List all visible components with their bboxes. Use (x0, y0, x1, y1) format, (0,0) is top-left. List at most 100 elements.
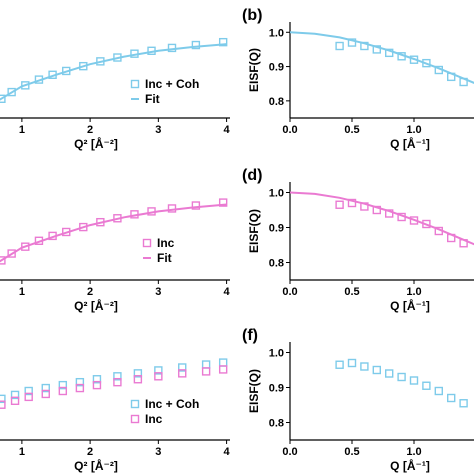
y-tick-label: 0.8 (269, 258, 284, 270)
panel-b: 0.0 0.5 1.00.80.91.0Q [Å⁻¹]EISF(Q)(b) (242, 7, 474, 151)
data-point (41, 389, 50, 399)
x-axis-label: Q² [Å⁻²] (74, 298, 118, 313)
data-point (7, 249, 16, 258)
legend-entry: Fit (145, 92, 160, 106)
data-point (0, 394, 6, 404)
x-tick-label: 1.0 (406, 446, 421, 458)
data-point (178, 369, 187, 378)
data-point (218, 198, 228, 207)
x-axis-label: Q [Å⁻¹] (390, 458, 430, 473)
fit-line (0, 203, 227, 263)
x-tick-label: 0.5 (344, 286, 359, 298)
data-area (290, 191, 474, 248)
x-tick-label: 1.0 (406, 286, 421, 298)
data-area (0, 37, 228, 104)
data-point (10, 396, 20, 405)
x-tick-label: 4 (224, 124, 231, 136)
legend-marker-swatch (130, 399, 140, 409)
x-tick-label: 0.5 (344, 446, 359, 458)
data-point (347, 358, 357, 368)
data-point (133, 369, 143, 378)
data-point (218, 358, 228, 367)
legend-entry: Inc + Coh (145, 397, 199, 411)
data-point (92, 375, 102, 384)
data-point (24, 392, 33, 402)
data-point (447, 393, 456, 403)
data-point (0, 400, 6, 409)
y-tick-label: 1.0 (269, 348, 284, 360)
x-axis-label: Q² [Å⁻²] (74, 458, 118, 473)
x-tick-label: 3 (155, 446, 161, 458)
legend-marker-swatch (130, 79, 140, 89)
data-point (422, 381, 431, 390)
data-area (290, 31, 474, 87)
data-point (75, 377, 85, 387)
data-point (178, 363, 187, 372)
data-point (58, 386, 68, 396)
data-point (0, 94, 6, 104)
y-axis-label: EISF(Q) (247, 369, 261, 413)
data-point (218, 365, 228, 374)
x-tick-label: 0.5 (344, 124, 359, 136)
data-point (218, 37, 228, 47)
x-axis-label: Q [Å⁻¹] (390, 136, 430, 151)
x-tick-label: 2 (87, 124, 93, 136)
data-point (347, 38, 357, 47)
data-point (10, 390, 20, 400)
fit-line (290, 191, 474, 246)
x-tick-label: 3 (155, 124, 161, 136)
data-point (335, 360, 344, 369)
x-tick-label: 2 (87, 286, 93, 298)
data-point (113, 377, 122, 387)
data-point (335, 41, 344, 51)
panel-f: 0.0 0.5 1.00.80.91.0Q [Å⁻¹]EISF(Q)(f) (242, 327, 474, 473)
y-tick-label: 0.9 (269, 62, 284, 74)
data-point (24, 386, 33, 396)
x-tick-label: 4 (224, 286, 231, 298)
data-point (191, 40, 201, 50)
data-point (201, 367, 211, 376)
x-tick-label: 0.0 (282, 124, 297, 136)
data-point (385, 48, 394, 58)
data-point (7, 87, 16, 97)
data-point (113, 372, 122, 381)
data-point (201, 360, 211, 369)
data-point (92, 380, 102, 390)
y-tick-label: 1.0 (269, 27, 284, 39)
data-point (434, 386, 443, 396)
y-axis-label: EISF(Q) (247, 48, 261, 92)
data-point (58, 380, 68, 390)
data-point (385, 369, 394, 378)
data-point (154, 372, 163, 381)
x-tick-label: 3 (155, 286, 161, 298)
x-tick-label: 1 (19, 286, 25, 298)
data-area (0, 358, 228, 409)
data-point (335, 200, 344, 209)
panel-d: 0.0 0.5 1.00.80.91.0Q [Å⁻¹]EISF(Q)(d) (242, 167, 474, 313)
data-point (385, 209, 394, 218)
data-point (397, 372, 406, 382)
data-point (347, 198, 357, 208)
data-point (41, 383, 50, 393)
data-point (409, 376, 419, 385)
x-tick-label: 0.0 (282, 446, 297, 458)
data-area (0, 198, 228, 265)
panel-label: (d) (242, 167, 262, 184)
data-point (191, 201, 201, 210)
panel-label: (b) (242, 7, 262, 24)
y-tick-label: 0.8 (269, 418, 284, 430)
x-tick-label: 1.0 (406, 124, 421, 136)
x-axis-label: Q [Å⁻¹] (390, 298, 430, 313)
legend-marker-swatch (130, 414, 140, 424)
y-tick-label: 0.9 (269, 383, 284, 395)
data-point (459, 399, 468, 408)
data-point (154, 366, 163, 375)
x-tick-label: 0.0 (282, 286, 297, 298)
